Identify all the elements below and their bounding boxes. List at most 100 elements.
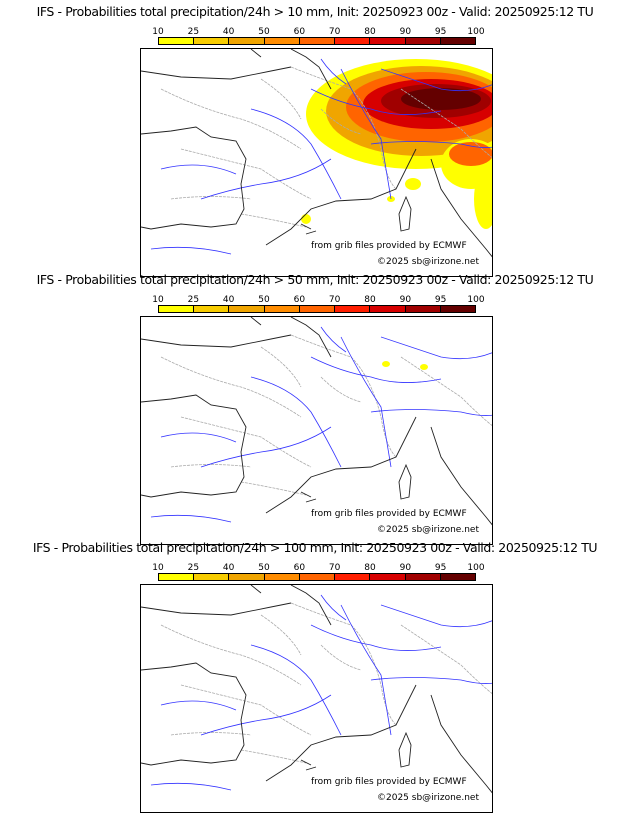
colorbar-segment <box>159 574 195 580</box>
colorbar-tick-label: 90 <box>399 563 412 573</box>
river-line <box>200 694 332 736</box>
colorbar-tick-label: 40 <box>222 563 235 573</box>
river-line <box>160 164 237 175</box>
forecast-panel: IFS - Probabilities total precipitation/… <box>0 536 630 813</box>
forecast-panel: IFS - Probabilities total precipitation/… <box>0 0 630 277</box>
precipitation-map: from grib files provided by ECMWF ©2025 … <box>140 48 493 277</box>
colorbar-segment <box>440 574 475 580</box>
colorbar-segment <box>335 574 371 580</box>
river-line <box>150 514 232 523</box>
border-line <box>240 481 307 496</box>
colorbar-segment <box>440 38 475 44</box>
river-line <box>370 141 492 148</box>
border-line <box>170 732 252 736</box>
river-line <box>320 58 347 85</box>
border-line <box>240 749 307 764</box>
river-line <box>380 336 492 360</box>
colorbar-tick-label: 100 <box>467 27 485 37</box>
colorbar-segment <box>299 306 336 312</box>
coastline <box>141 49 492 258</box>
colorbar-tick-label: 70 <box>328 563 341 573</box>
colorbar-segment <box>405 574 441 580</box>
river-line <box>310 356 442 383</box>
colorbar-segment <box>370 38 406 44</box>
river-line <box>150 782 232 791</box>
border-line <box>160 624 302 686</box>
border-line <box>160 356 302 418</box>
river-line <box>320 594 347 621</box>
river-line <box>250 644 342 736</box>
border-line <box>320 376 362 403</box>
border-line <box>260 78 302 120</box>
colorbar: 10 25 40 50 60 70 80 90 95 100 <box>152 295 485 313</box>
border-line <box>260 346 302 388</box>
colorbar-segment <box>194 38 230 44</box>
panel-title: IFS - Probabilities total precipitation/… <box>36 272 594 287</box>
colorbar-segment <box>370 306 406 312</box>
colorbar-segment <box>335 38 371 44</box>
source-credit: from grib files provided by ECMWF <box>311 509 467 520</box>
colorbar-tick-label: 10 <box>152 563 164 573</box>
panel-title: IFS - Probabilities total precipitation/… <box>32 540 598 555</box>
colorbar: 10 25 40 50 60 70 80 90 95 100 <box>152 563 485 581</box>
border-line <box>260 614 302 656</box>
river-line <box>160 700 237 711</box>
colorbar-tick-label: 90 <box>399 27 412 37</box>
river-line <box>310 88 442 115</box>
colorbar-segment <box>264 574 300 580</box>
colorbar-tick-label: 25 <box>187 27 200 37</box>
forecast-panel: IFS - Probabilities total precipitation/… <box>0 268 630 545</box>
river-line <box>380 604 492 628</box>
colorbar-tick-label: 60 <box>293 563 306 573</box>
coastline <box>141 585 492 794</box>
colorbar-tick-label: 100 <box>467 295 485 305</box>
river-line <box>380 68 492 92</box>
river-line <box>310 624 442 651</box>
river-line <box>370 409 492 416</box>
precip-contour <box>405 178 421 190</box>
colorbar-tick-label: 90 <box>399 295 412 305</box>
river-line <box>200 426 332 468</box>
colorbar-segment <box>264 306 300 312</box>
colorbar-tick-label: 95 <box>434 563 447 573</box>
colorbar-segment <box>159 38 195 44</box>
colorbar-tick-label: 80 <box>364 27 376 37</box>
colorbar-tick-label: 70 <box>328 295 341 305</box>
map-canvas <box>141 49 492 258</box>
colorbar-segment <box>194 306 230 312</box>
colorbar-tick-label: 95 <box>434 27 447 37</box>
border-line <box>320 644 362 671</box>
precip-contour <box>301 214 311 224</box>
border-line <box>170 464 252 468</box>
colorbar-tick-label: 50 <box>258 27 270 37</box>
copyright-credit: ©2025 sb@irizone.net <box>377 793 479 804</box>
colorbar-tick-label: 10 <box>152 27 164 37</box>
colorbar-segment <box>405 38 441 44</box>
colorbar-tick-label: 70 <box>328 27 341 37</box>
border-line <box>290 334 397 458</box>
coastline <box>141 317 492 526</box>
river-line <box>340 336 392 468</box>
colorbar-segment <box>159 306 195 312</box>
river-line <box>250 108 342 200</box>
precipitation-map: from grib files provided by ECMWF ©2025 … <box>140 316 493 545</box>
border-line <box>180 684 312 736</box>
colorbar-bar <box>158 305 476 313</box>
colorbar-bar <box>158 573 476 581</box>
river-line <box>160 432 237 443</box>
colorbar-segment <box>299 38 336 44</box>
border-line <box>400 356 492 426</box>
border-line <box>320 108 362 135</box>
border-line <box>400 624 492 694</box>
copyright-credit: ©2025 sb@irizone.net <box>377 257 479 268</box>
colorbar-segment <box>229 574 265 580</box>
colorbar-tick-label: 100 <box>467 563 485 573</box>
river-line <box>200 158 332 200</box>
precip-contour <box>474 169 492 229</box>
precip-contour <box>401 88 481 110</box>
colorbar-tick-label: 50 <box>258 563 270 573</box>
colorbar-segment <box>405 306 441 312</box>
colorbar-segment <box>440 306 475 312</box>
precip-contour <box>420 364 428 370</box>
border-line <box>160 88 302 150</box>
